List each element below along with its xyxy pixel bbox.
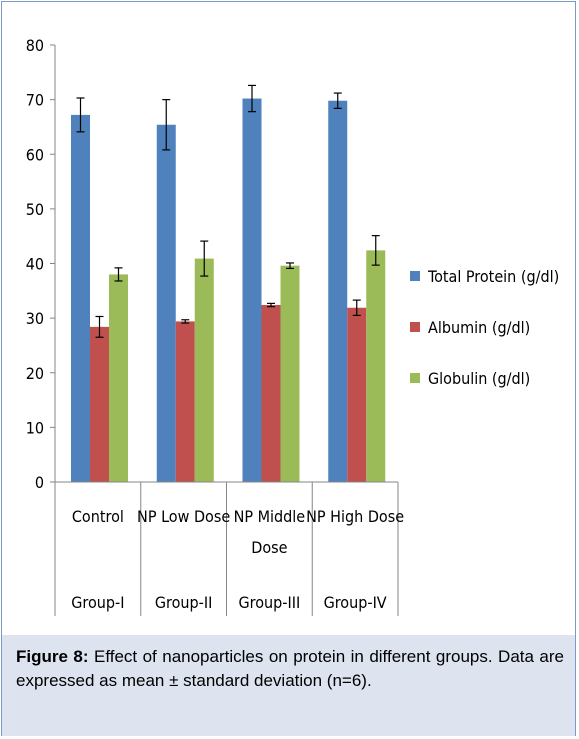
bar — [109, 274, 128, 482]
bar-chart: 0 10 20 30 40 50 60 70 80 Control Group-I NP Low D… — [26, 36, 559, 616]
legend-label: Albumin (g/dl) — [428, 318, 530, 337]
bar — [280, 265, 300, 482]
bar — [194, 258, 214, 482]
bar — [175, 321, 195, 482]
error-bars — [76, 84, 380, 338]
bar — [328, 100, 348, 482]
x-axis: Control Group-I NP Low Dose Group-II NP Midd… — [54, 481, 404, 616]
legend-swatch — [410, 373, 420, 383]
y-tick-label: 70 — [26, 91, 44, 110]
y-tick-label: 20 — [26, 364, 44, 383]
figure-caption: Figure 8: Effect of nanoparticles on pro… — [16, 645, 564, 693]
y-tick-label: 0 — [35, 473, 44, 492]
legend-label: Total Protein (g/dl) — [427, 267, 559, 286]
legend-swatch — [410, 271, 420, 281]
caption-text: Effect of nanoparticles on protein in di… — [16, 647, 564, 690]
bar — [261, 305, 281, 482]
x-group-label: Group-III — [239, 593, 301, 612]
y-tick-label: 30 — [26, 309, 44, 328]
legend: Total Protein (g/dl) Albumin (g/dl) Globul… — [410, 267, 559, 388]
x-group-label: Group-II — [155, 593, 212, 612]
caption-background — [2, 635, 575, 736]
legend-swatch — [410, 322, 420, 332]
bar — [347, 307, 367, 482]
x-tick-label: NP Middle — [234, 507, 306, 526]
bars — [71, 98, 386, 483]
y-axis: 0 10 20 30 40 50 60 70 80 — [26, 36, 56, 492]
legend-label: Globulin (g/dl) — [428, 369, 530, 388]
bar — [90, 326, 109, 482]
bar — [242, 98, 262, 482]
x-tick-label: Control — [72, 507, 124, 526]
caption-label: Figure 8: — [16, 647, 89, 666]
x-tick-label: NP High Dose — [306, 507, 404, 526]
bar — [156, 124, 176, 482]
y-tick-label: 40 — [26, 255, 44, 274]
y-tick-label: 10 — [26, 418, 44, 437]
x-group-label: Group-IV — [324, 593, 387, 612]
bar — [71, 114, 90, 483]
x-group-label: Group-I — [71, 593, 124, 612]
y-tick-label: 60 — [26, 145, 44, 164]
y-tick-label: 50 — [26, 200, 44, 219]
x-tick-label: NP Low Dose — [137, 507, 230, 526]
y-tick-label: 80 — [26, 36, 44, 55]
x-tick-label-line2: Dose — [251, 538, 287, 557]
bar — [366, 250, 386, 482]
